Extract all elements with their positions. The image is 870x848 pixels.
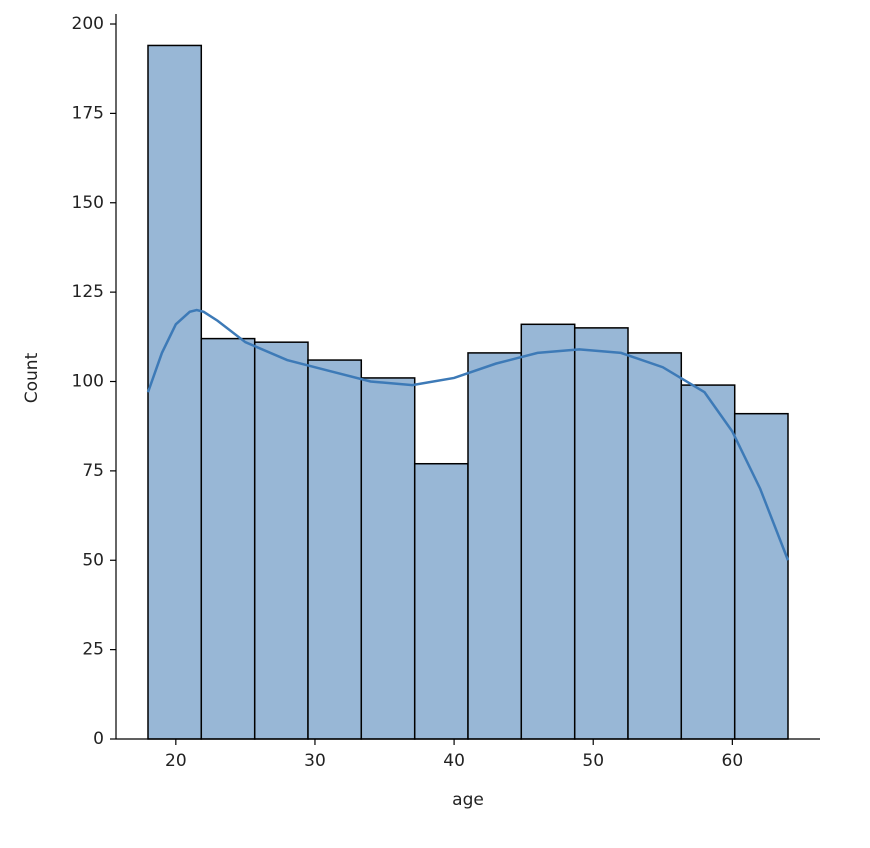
bar <box>467 352 523 740</box>
y-tick-label: 25 <box>82 640 104 660</box>
y-tick-label: 125 <box>72 282 104 302</box>
bar <box>520 323 576 740</box>
y-axis-label: Count <box>22 352 42 403</box>
bar <box>680 384 736 740</box>
bar <box>200 337 256 740</box>
x-tick-label: 50 <box>582 751 604 771</box>
x-axis-label: age <box>452 790 484 810</box>
y-tick-label: 100 <box>72 372 104 392</box>
y-tick-label: 175 <box>72 103 104 123</box>
x-tick-label: 40 <box>443 751 465 771</box>
y-tick-label: 200 <box>72 14 104 34</box>
x-tick-label: 60 <box>722 751 744 771</box>
y-tick-label: 75 <box>82 461 104 481</box>
bar <box>253 341 309 740</box>
bar <box>627 352 683 740</box>
y-tick-label: 150 <box>72 193 104 213</box>
bar <box>573 327 629 740</box>
bar <box>733 412 789 740</box>
x-tick-label: 20 <box>165 751 187 771</box>
bar <box>360 377 416 740</box>
bar <box>147 44 203 740</box>
kde-line <box>146 308 790 561</box>
bar <box>413 462 469 740</box>
x-tick-label: 30 <box>304 751 326 771</box>
y-tick-label: 50 <box>82 550 104 570</box>
y-tick-label: 0 <box>93 729 104 749</box>
bar <box>307 359 363 740</box>
